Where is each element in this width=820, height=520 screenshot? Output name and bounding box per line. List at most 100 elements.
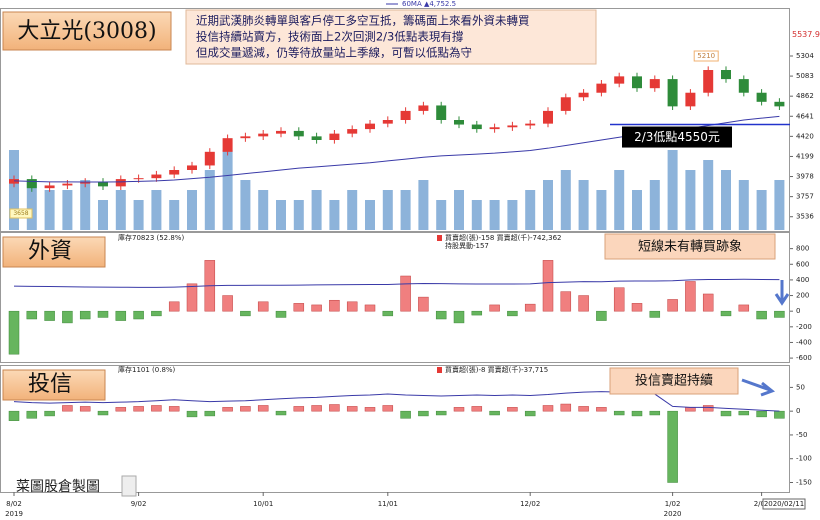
low-label-box [9, 208, 33, 219]
volume-bar [614, 170, 625, 230]
chart-title: 大立光(3008) [17, 19, 156, 44]
candle-body [44, 185, 55, 189]
bar [560, 291, 572, 312]
volume-bar [649, 180, 660, 230]
volume-bar [382, 190, 393, 230]
candle-body [293, 130, 304, 137]
bar [756, 310, 767, 320]
bar [168, 406, 180, 412]
volume-bar [365, 200, 375, 230]
volume-bar [543, 180, 553, 230]
y-tick-label: 0 [796, 307, 800, 315]
candle-body [80, 181, 91, 184]
y-tick-label: 3978 [796, 173, 814, 181]
panel-frame [0, 8, 790, 232]
bar [720, 310, 732, 317]
candle-body [507, 125, 518, 128]
y-tick-label: 5304 [796, 52, 814, 60]
y-tick-label: 400 [796, 276, 809, 284]
y-tick-label: -150 [796, 478, 812, 486]
bar [631, 303, 643, 312]
bar [79, 406, 91, 412]
bar [293, 303, 305, 312]
y-tick-label: 4420 [796, 132, 814, 140]
candle-body [347, 129, 358, 134]
y-tick-label: -400 [796, 338, 812, 346]
annotation: 投信賣超持續 [635, 373, 713, 389]
volume-bar [489, 200, 500, 230]
candle-body [187, 165, 197, 170]
bar [631, 410, 643, 417]
bar [649, 410, 661, 416]
bar [596, 310, 607, 321]
bar [311, 405, 322, 412]
candle-body [756, 92, 767, 102]
volume-bar [703, 160, 714, 230]
x-tick-label: 9/02 [131, 500, 147, 508]
y-tick-label: -100 [796, 455, 812, 463]
candle-body [738, 79, 749, 93]
candle-body [62, 183, 73, 186]
y-tick-label: 4641 [796, 112, 814, 120]
candle-body [169, 170, 180, 175]
volume-bar [738, 180, 749, 230]
title-box [2, 236, 106, 268]
x-tick-label: 1/02 [665, 500, 681, 508]
volume-bar [26, 180, 37, 230]
bar [471, 310, 483, 316]
line [13, 278, 780, 288]
y-tick-label: 4862 [796, 92, 814, 100]
high-label: 5210 [697, 52, 715, 60]
bar [97, 410, 109, 416]
candle-body [560, 97, 571, 111]
y-tick-label: 3536 [796, 213, 814, 221]
volume-bar [133, 200, 144, 230]
bar [453, 407, 465, 412]
volume-bar [685, 170, 696, 230]
candle-body [222, 138, 233, 152]
bar [240, 310, 251, 317]
volume-bar [578, 180, 589, 230]
candle-body [151, 174, 162, 179]
panel-title: 投信 [28, 372, 72, 397]
holdings-label: 庫存70823 (52.8%) [118, 233, 184, 242]
volume-bar [293, 200, 304, 230]
bar [702, 405, 714, 412]
y-tick-label: 3757 [796, 193, 814, 201]
bar [542, 260, 554, 312]
volume-bar [311, 190, 322, 230]
volume-bar [276, 200, 286, 230]
bar [133, 310, 144, 320]
annotation-box [609, 367, 739, 395]
bar [257, 405, 269, 412]
volume-bar [774, 180, 785, 230]
volume-bar [756, 190, 767, 230]
y-tick-label: -50 [796, 431, 807, 439]
bar [578, 406, 589, 412]
bar [97, 310, 109, 318]
bar [613, 410, 625, 416]
bar [685, 281, 696, 312]
volume-bar [98, 200, 108, 230]
volume-bar [329, 200, 340, 230]
bar [62, 405, 73, 412]
bar [257, 301, 269, 312]
volume-bar [471, 200, 482, 230]
candle-body [329, 133, 340, 140]
candle-body [471, 124, 482, 130]
volume-bar [204, 170, 215, 230]
bar [613, 287, 625, 312]
ma-legend: 60MA ▲4,752.5 [402, 0, 456, 8]
volume-bar [400, 190, 411, 230]
bar [275, 410, 287, 416]
bar [774, 310, 785, 318]
volume-bar [667, 150, 678, 230]
candle-body [311, 136, 322, 140]
note: 投信持續站賣方，技術面上2次回測2/3低點表現有撐 [196, 30, 463, 44]
x-tick-label: 10/01 [253, 500, 273, 508]
bar [489, 304, 500, 312]
legend: 持股異動-157 [445, 241, 489, 250]
note: 近期武漢肺炎轉單與客戶停工多空互抵，籌碼面上來看外資未轉買 [196, 14, 530, 28]
x-year-label: 2020 [664, 510, 682, 518]
panel-frame [0, 232, 790, 363]
